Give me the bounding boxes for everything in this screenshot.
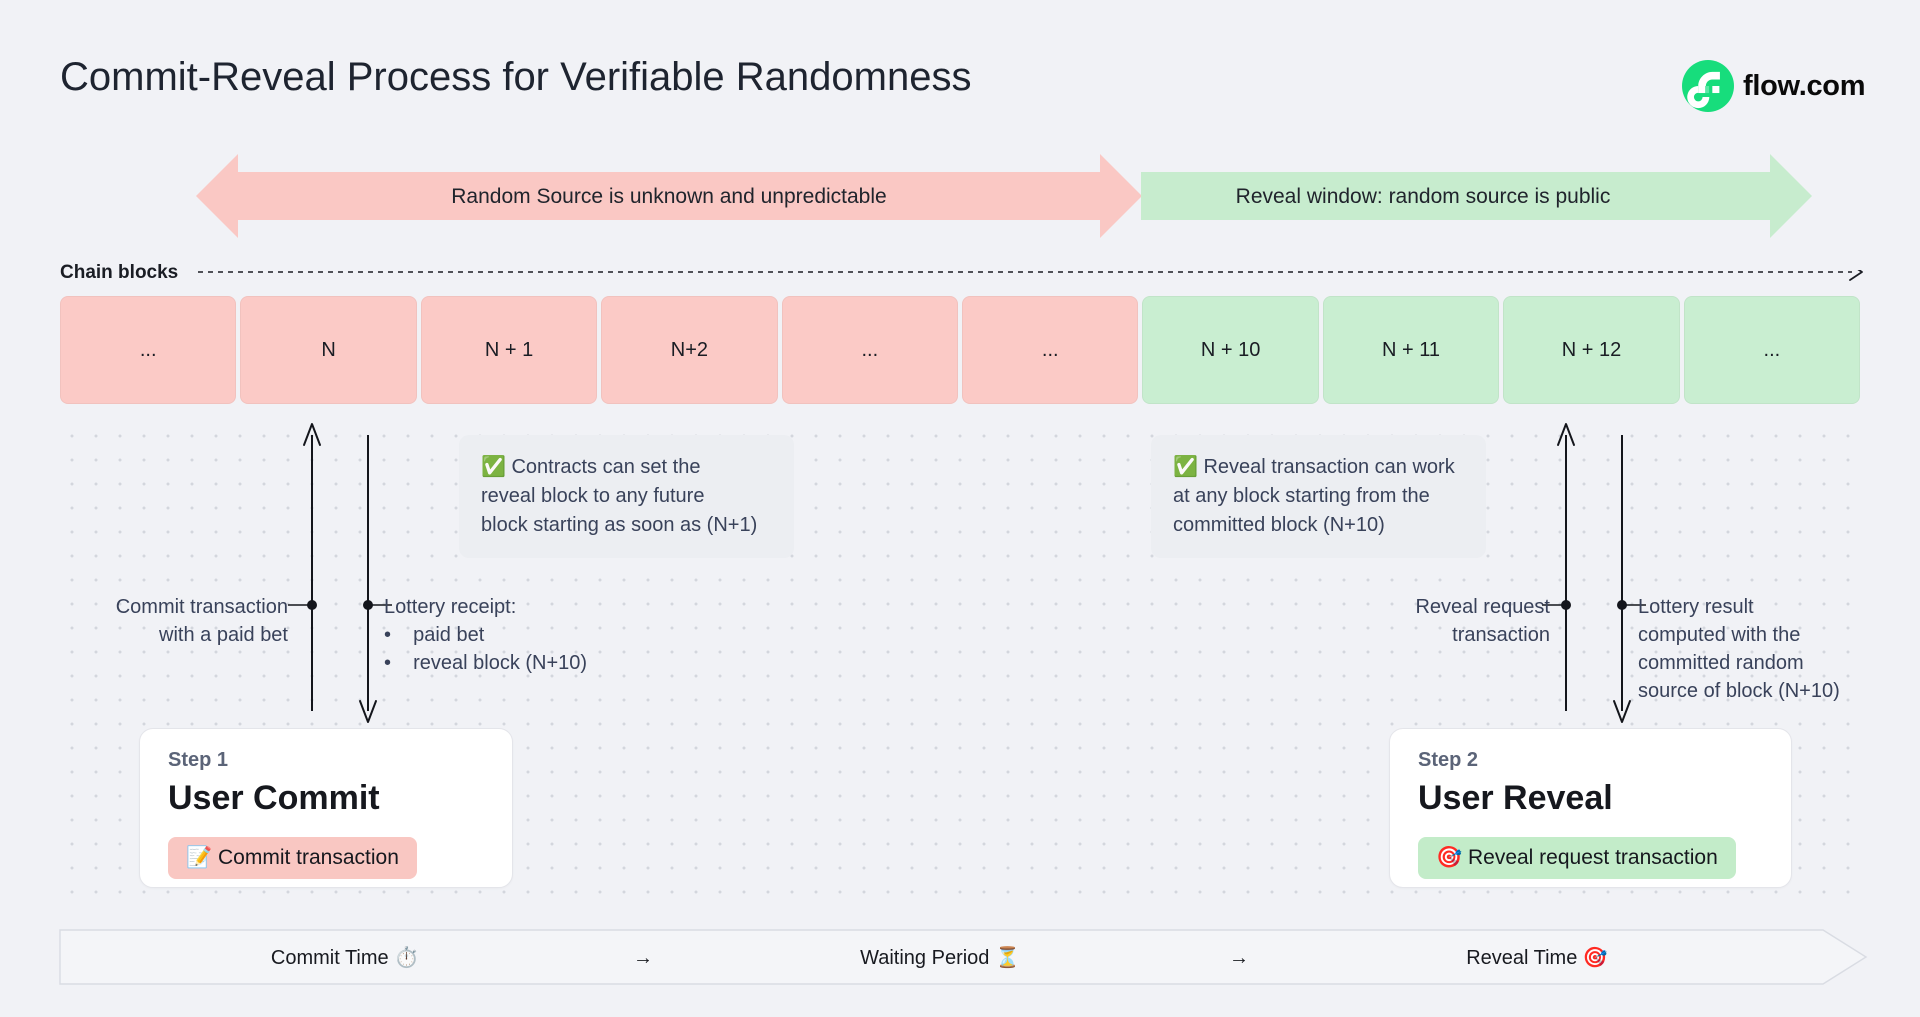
svg-text:Reveal Time 🎯: Reveal Time 🎯 [1466,946,1608,969]
svg-text:Commit Time ⏱️: Commit Time ⏱️ [271,945,419,969]
svg-text:Waiting Period ⏳: Waiting Period ⏳ [860,945,1020,969]
svg-text:→: → [633,947,653,969]
svg-text:→: → [1229,947,1249,969]
